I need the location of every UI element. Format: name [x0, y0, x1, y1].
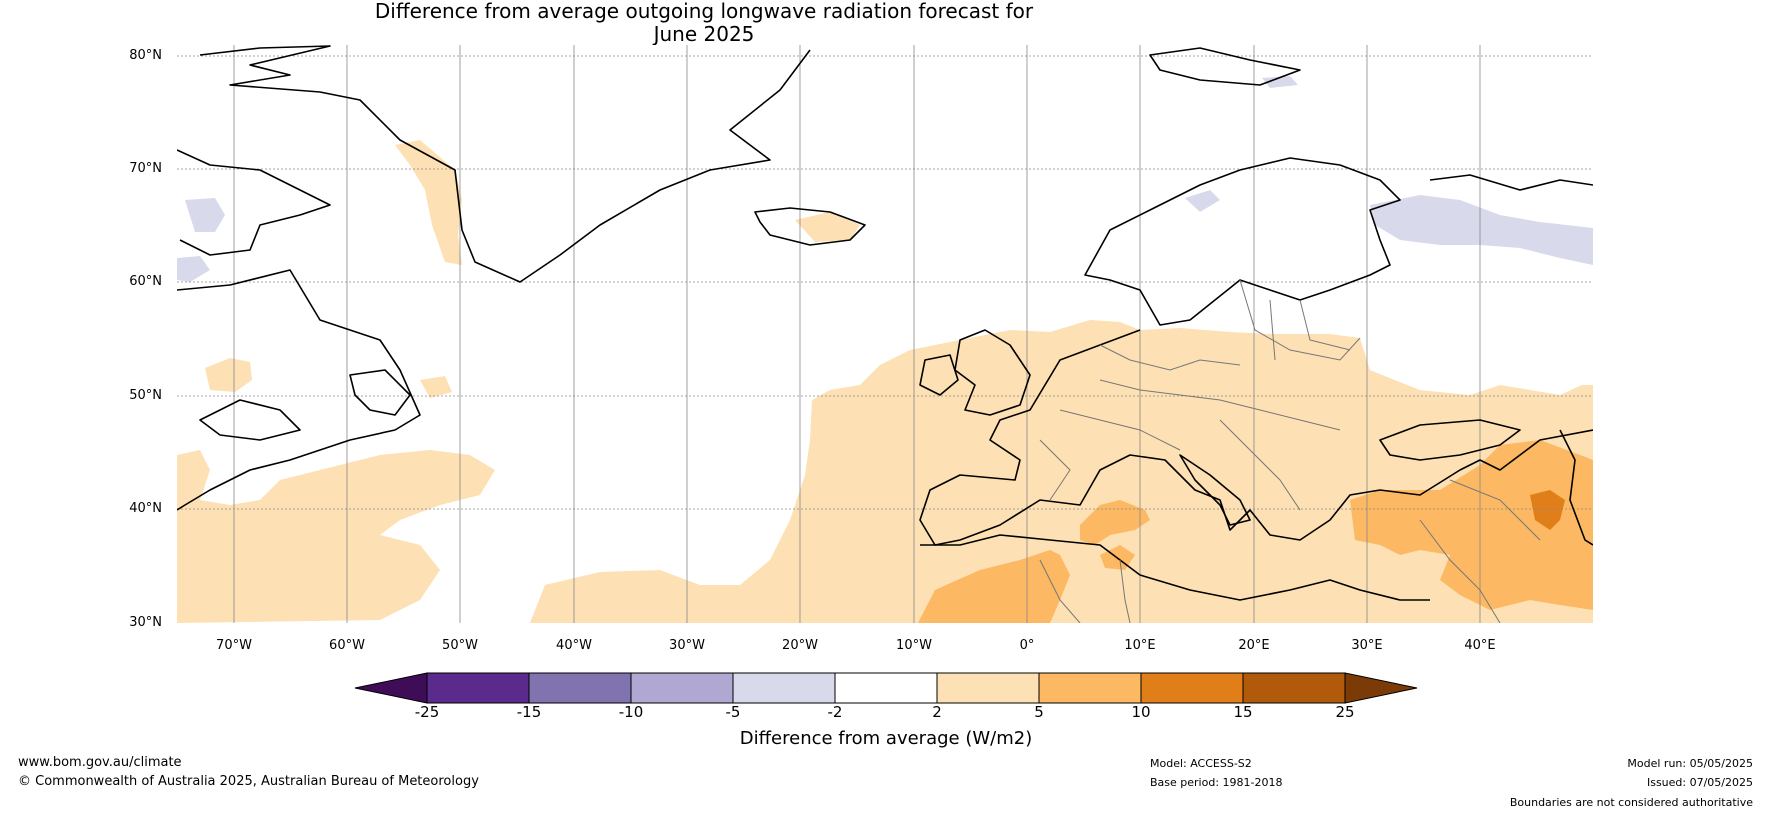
title-line-2: June 2025 [653, 22, 755, 46]
colorbar-tick: 5 [1034, 703, 1044, 721]
colorbar [354, 672, 1418, 704]
anomaly-region-turkey-caucasus [1350, 440, 1593, 610]
website-link[interactable]: www.bom.gov.au/climate [18, 755, 182, 770]
anomaly-blob-baffin [185, 198, 225, 232]
anomaly-region-north-africa [918, 550, 1070, 623]
colorbar-tick: 10 [1131, 703, 1151, 721]
lat-label-30n: 30°N [129, 615, 162, 630]
coastline-scandinavia [1084, 157, 1401, 326]
colorbar-tick: -25 [414, 703, 440, 721]
base-period: Base period: 1981-2018 [1150, 776, 1283, 789]
colorbar-tick: -10 [618, 703, 644, 721]
colorbar-bin-5 [834, 672, 938, 704]
lat-label-80n: 80°N [129, 48, 162, 63]
coastline-black-sea [1379, 419, 1521, 461]
copyright-text: © Commonwealth of Australia 2025, Austra… [18, 774, 479, 789]
lat-label-60n: 60°N [129, 274, 162, 289]
disclaimer: Boundaries are not considered authoritat… [1509, 796, 1753, 809]
colorbar-bin-4 [732, 672, 836, 704]
colorbar-bin-7 [1038, 672, 1142, 704]
anomaly-region-europe-atlantic [530, 320, 1593, 623]
coastline-british-isles [954, 329, 1031, 416]
anomaly-region-algeria [1080, 500, 1150, 545]
anomaly-blob-labrador [205, 358, 252, 392]
issued-date: Issued: 07/05/2025 [1646, 776, 1753, 789]
coastline-labrador-canada [177, 269, 421, 511]
coastline-newfoundland [349, 369, 411, 416]
lon-label-30w: 30°W [669, 638, 705, 653]
anomaly-region-caucasus-core [1530, 490, 1565, 530]
colorbar-bin-6 [936, 672, 1040, 704]
anomaly-fields [177, 45, 1593, 623]
model-run: Model run: 05/05/2025 [1627, 757, 1753, 770]
coastline-greenland [199, 45, 811, 283]
colorbar-bin-3 [630, 672, 734, 704]
colorbar-tick: 2 [932, 703, 942, 721]
anomaly-blob-svalbard [1262, 76, 1298, 88]
coastline-caspian [1559, 429, 1593, 546]
colorbar-bin-1 [426, 672, 530, 704]
lon-label-40e: 40°E [1464, 638, 1496, 653]
coastline-north-africa [920, 534, 1430, 601]
map-title: Difference from average outgoing longwav… [0, 0, 1408, 46]
anomaly-blob-iceland [795, 212, 860, 242]
coastline-europe-mainland [919, 329, 1593, 546]
lon-label-0: 0° [1019, 638, 1035, 653]
lon-label-20e: 20°E [1238, 638, 1270, 653]
colorbar-tick: -5 [725, 703, 741, 721]
anomaly-blob-norway [1185, 190, 1220, 212]
coastline-baffin [177, 149, 331, 256]
colorbar-bin-2 [528, 672, 632, 704]
colorbar-label: Difference from average (W/m2) [739, 728, 1033, 749]
title-line-1: Difference from average outgoing longwav… [374, 0, 1034, 23]
colorbar-bin-8 [1140, 672, 1244, 704]
anomaly-blob-greenland [395, 140, 462, 265]
coastline-italy [1179, 454, 1251, 526]
colorbar-tick: 25 [1335, 703, 1355, 721]
coastline-svalbard [1149, 47, 1301, 86]
country-borders [1039, 279, 1541, 623]
coastlines [177, 45, 1593, 601]
coastline-hudson [199, 399, 301, 441]
lon-label-30e: 30°E [1351, 638, 1383, 653]
lon-label-40w: 40°W [556, 638, 592, 653]
lon-label-20w: 20°W [782, 638, 818, 653]
colorbar-max-extension [1344, 672, 1418, 704]
lat-label-70n: 70°N [129, 161, 162, 176]
lat-label-50n: 50°N [129, 388, 162, 403]
colorbar-tick: -15 [516, 703, 542, 721]
colorbar-bin-9 [1242, 672, 1346, 704]
lon-label-50w: 50°W [442, 638, 478, 653]
anomaly-blob-newfoundland [420, 376, 452, 398]
colorbar-min-extension [354, 672, 428, 704]
model-name: Model: ACCESS-S2 [1150, 757, 1252, 770]
coastline-ireland [919, 354, 959, 396]
gridlines [177, 45, 1593, 623]
lon-label-60w: 60°W [329, 638, 365, 653]
lon-label-70w: 70°W [216, 638, 252, 653]
coastline-russia-arctic [1429, 174, 1593, 191]
lon-label-10e: 10°E [1124, 638, 1156, 653]
anomaly-region-west-atlantic [177, 450, 495, 623]
lat-label-40n: 40°N [129, 501, 162, 516]
coastline-iceland [754, 207, 866, 246]
lon-label-10w: 10°W [896, 638, 932, 653]
colorbar-tick: 15 [1233, 703, 1253, 721]
colorbar-tick: -2 [827, 703, 843, 721]
anomaly-region-russia-negative [1370, 195, 1593, 265]
anomaly-blob-labrador-negative [177, 256, 210, 282]
